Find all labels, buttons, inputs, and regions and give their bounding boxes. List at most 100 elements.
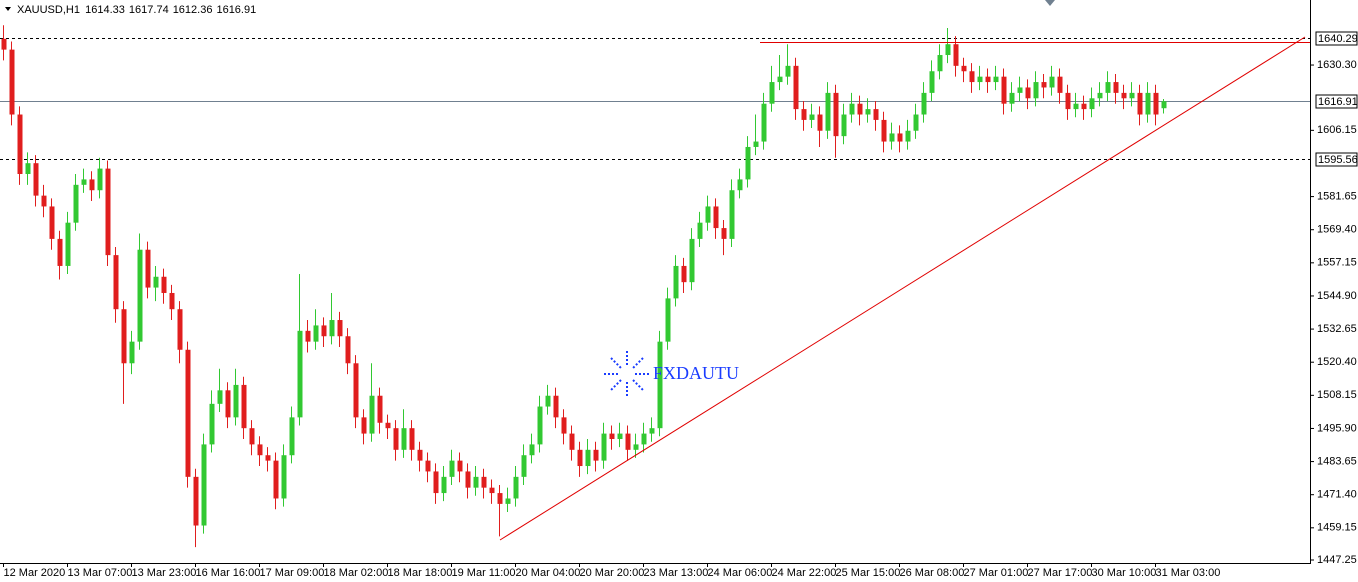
candle-body — [393, 428, 399, 450]
candle-body — [473, 476, 479, 488]
level-label-box — [1315, 152, 1358, 167]
candle-body — [225, 390, 231, 418]
candle-body — [201, 444, 207, 526]
candle-body — [633, 444, 639, 450]
candle-body — [969, 71, 975, 83]
candle-body — [169, 292, 175, 310]
candle-body — [329, 320, 335, 337]
y-tick-label: 1581.65 — [1317, 190, 1357, 202]
candle-body — [649, 428, 655, 434]
candle-body — [865, 109, 871, 115]
candle-body — [681, 265, 687, 283]
candle-body — [1, 38, 7, 50]
candle-body — [33, 163, 39, 196]
candle-body — [417, 449, 423, 461]
candle-body — [857, 103, 863, 115]
trendline — [499, 36, 1306, 541]
candle-body — [1113, 82, 1119, 93]
candle-body — [385, 422, 391, 429]
candle-body — [41, 195, 47, 207]
candle-body — [729, 190, 735, 239]
candle-body — [105, 168, 111, 256]
candle-body — [993, 76, 999, 83]
x-tick-label: 24 Mar 06:00 — [708, 567, 773, 579]
trendlines — [499, 36, 1310, 541]
candle-body — [529, 444, 535, 456]
candle-body — [153, 276, 159, 288]
candle-body — [457, 460, 463, 472]
candle-body — [545, 395, 551, 407]
level-label: 1640.29 — [1318, 33, 1358, 45]
level-label-box — [1315, 94, 1358, 109]
candle-body — [537, 406, 543, 445]
candle-body — [65, 222, 71, 266]
y-tick-label: 1471.40 — [1317, 489, 1357, 501]
y-tick-label: 1495.90 — [1317, 422, 1357, 434]
candle-body — [337, 320, 343, 337]
candle-body — [249, 428, 255, 445]
candle-body — [553, 395, 559, 418]
candle-body — [273, 460, 279, 499]
candle-body — [689, 238, 695, 283]
candles — [1, 25, 1167, 548]
candle-body — [945, 44, 951, 56]
candle-body — [849, 103, 855, 115]
candle-body — [873, 109, 879, 120]
x-tick-label: 30 Mar 10:00 — [1092, 567, 1157, 579]
candle-body — [233, 384, 239, 418]
candle-body — [673, 265, 679, 299]
candle-body — [1081, 103, 1087, 110]
y-tick-label: 1544.90 — [1317, 290, 1357, 302]
x-tick-label: 27 Mar 17:00 — [1028, 567, 1093, 579]
candle-body — [889, 133, 895, 142]
candle-body — [745, 146, 751, 180]
candle-body — [345, 336, 351, 364]
x-tick-label: 12 Mar 2020 — [4, 567, 66, 579]
candle-body — [1033, 82, 1039, 99]
candle-body — [585, 449, 591, 467]
x-tick-label: 26 Mar 08:00 — [900, 567, 965, 579]
candle-body — [713, 206, 719, 229]
header-close: 1616.91 — [216, 4, 256, 16]
candle-body — [465, 471, 471, 488]
candle-body — [1161, 101, 1167, 109]
watermark: FXDAUTU — [653, 363, 739, 383]
x-tick-label: 24 Mar 22:00 — [772, 567, 837, 579]
candle-body — [761, 103, 767, 142]
candle-body — [905, 130, 911, 142]
candle-body — [833, 92, 839, 137]
candle-body — [1129, 92, 1135, 99]
header-open: 1614.33 — [85, 4, 125, 16]
y-tick-label: 1483.65 — [1317, 455, 1357, 467]
candle-body — [505, 498, 511, 504]
candle-body — [401, 428, 407, 450]
candle-body — [801, 109, 807, 120]
level-label: 1616.91 — [1318, 96, 1358, 108]
candle-body — [665, 298, 671, 342]
candle-body — [1041, 82, 1047, 88]
candle-body — [289, 417, 295, 456]
candle-body — [1009, 92, 1015, 104]
candle-body — [937, 55, 943, 72]
y-tick-label: 1447.25 — [1317, 554, 1357, 566]
candle-body — [1137, 92, 1143, 115]
candle-body — [489, 487, 495, 494]
candle-body — [49, 206, 55, 239]
candle-body — [721, 228, 727, 239]
candle-body — [1105, 82, 1111, 93]
candle-body — [705, 206, 711, 223]
x-tick-label: 17 Mar 09:00 — [260, 567, 325, 579]
x-tick-label: 23 Mar 13:00 — [644, 567, 709, 579]
candle-body — [73, 184, 79, 223]
y-tick-label: 1520.40 — [1317, 356, 1357, 368]
candle-body — [113, 255, 119, 310]
candle-body — [513, 476, 519, 499]
candle-body — [377, 395, 383, 423]
candle-body — [497, 493, 503, 504]
candle-body — [921, 92, 927, 115]
candle-body — [1017, 87, 1023, 93]
candle-body — [257, 444, 263, 456]
header-low: 1612.36 — [173, 4, 213, 16]
x-tick-label: 18 Mar 02:00 — [324, 567, 389, 579]
